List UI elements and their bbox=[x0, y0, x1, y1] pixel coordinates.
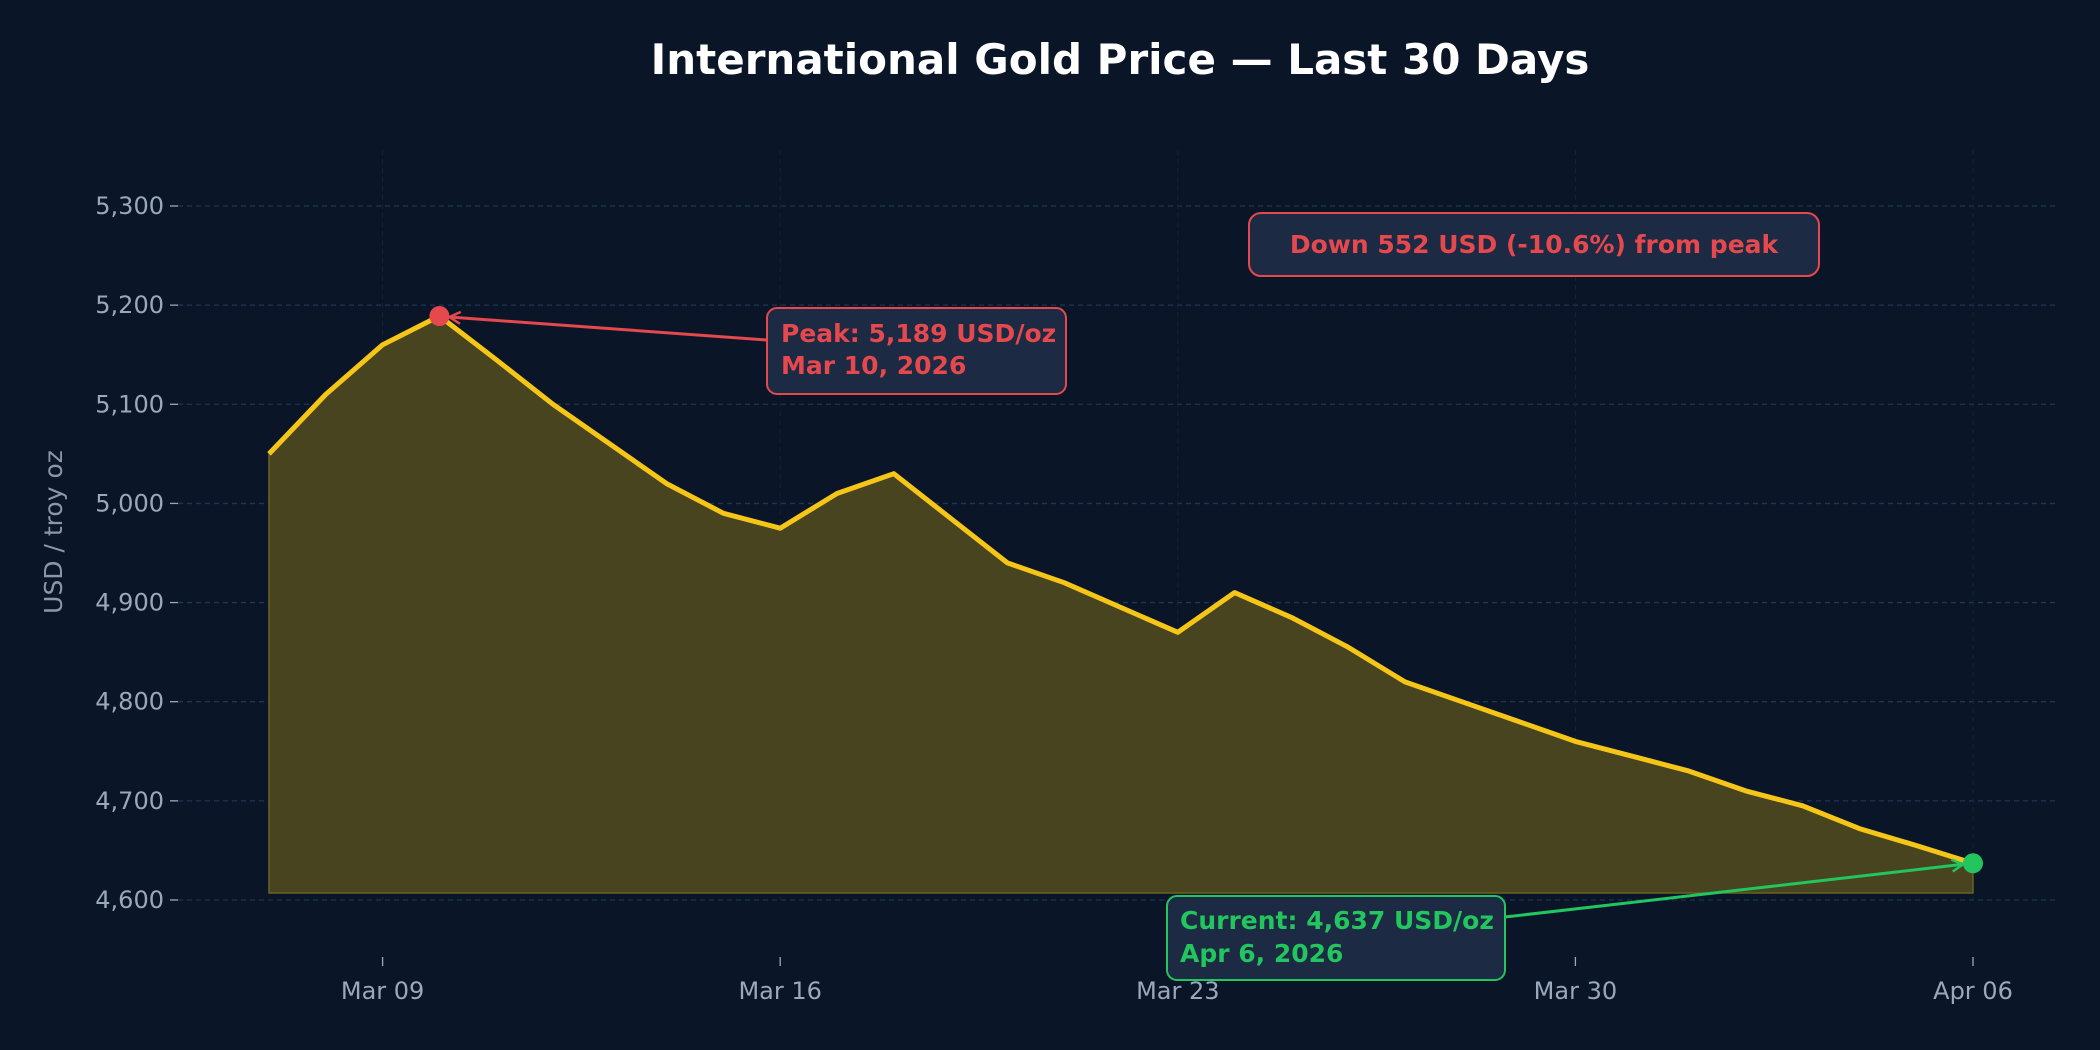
x-tick-label: Mar 09 bbox=[341, 977, 424, 1005]
annotations: Peak: 5,189 USD/oz Mar 10, 2026 Current: 4… bbox=[429, 212, 1983, 981]
x-tick-label: Mar 30 bbox=[1534, 977, 1617, 1005]
peak-marker bbox=[429, 306, 450, 327]
drop-annotation-text: Down 552 USD (-10.6%) from peak bbox=[1290, 230, 1780, 259]
y-tick-label: 4,600 bbox=[95, 886, 164, 914]
peak-annotation-box bbox=[766, 307, 1067, 395]
chart-title: International Gold Price — Last 30 Days bbox=[651, 35, 1590, 84]
peak-annotation-date: Mar 10, 2026 bbox=[781, 351, 966, 380]
y-tick-label: 4,700 bbox=[95, 787, 164, 815]
peak-arrow bbox=[449, 317, 768, 342]
current-arrow bbox=[1504, 864, 1963, 919]
current-annotation-value: Current: 4,637 USD/oz bbox=[1180, 906, 1494, 935]
current-annotation-date: Apr 6, 2026 bbox=[1180, 939, 1343, 968]
y-tick-label: 5,000 bbox=[95, 489, 164, 517]
drop-annotation-box bbox=[1248, 212, 1820, 277]
price-line bbox=[267, 313, 1974, 866]
x-tick-label: Apr 06 bbox=[1933, 977, 2013, 1005]
x-ticks: Mar 09 Mar 16 Mar 23 Mar 30 Apr 06 bbox=[341, 957, 2013, 1005]
x-tick-label: Mar 23 bbox=[1136, 977, 1219, 1005]
y-ticks: 4,600 4,700 4,800 4,900 5,000 5,100 5,200 5,300 bbox=[95, 192, 178, 914]
y-tick-label: 4,900 bbox=[95, 589, 164, 617]
y-tick-label: 5,100 bbox=[95, 390, 164, 418]
current-marker bbox=[1963, 853, 1983, 874]
peak-annotation-value: Peak: 5,189 USD/oz bbox=[781, 319, 1056, 348]
y-axis-label: USD / troy oz bbox=[39, 450, 68, 614]
current-annotation-box bbox=[1166, 895, 1506, 981]
y-tick-label: 4,800 bbox=[95, 688, 164, 716]
x-tick-label: Mar 16 bbox=[738, 977, 821, 1005]
y-tick-label: 5,300 bbox=[95, 192, 164, 220]
y-tick-label: 5,200 bbox=[95, 291, 164, 319]
